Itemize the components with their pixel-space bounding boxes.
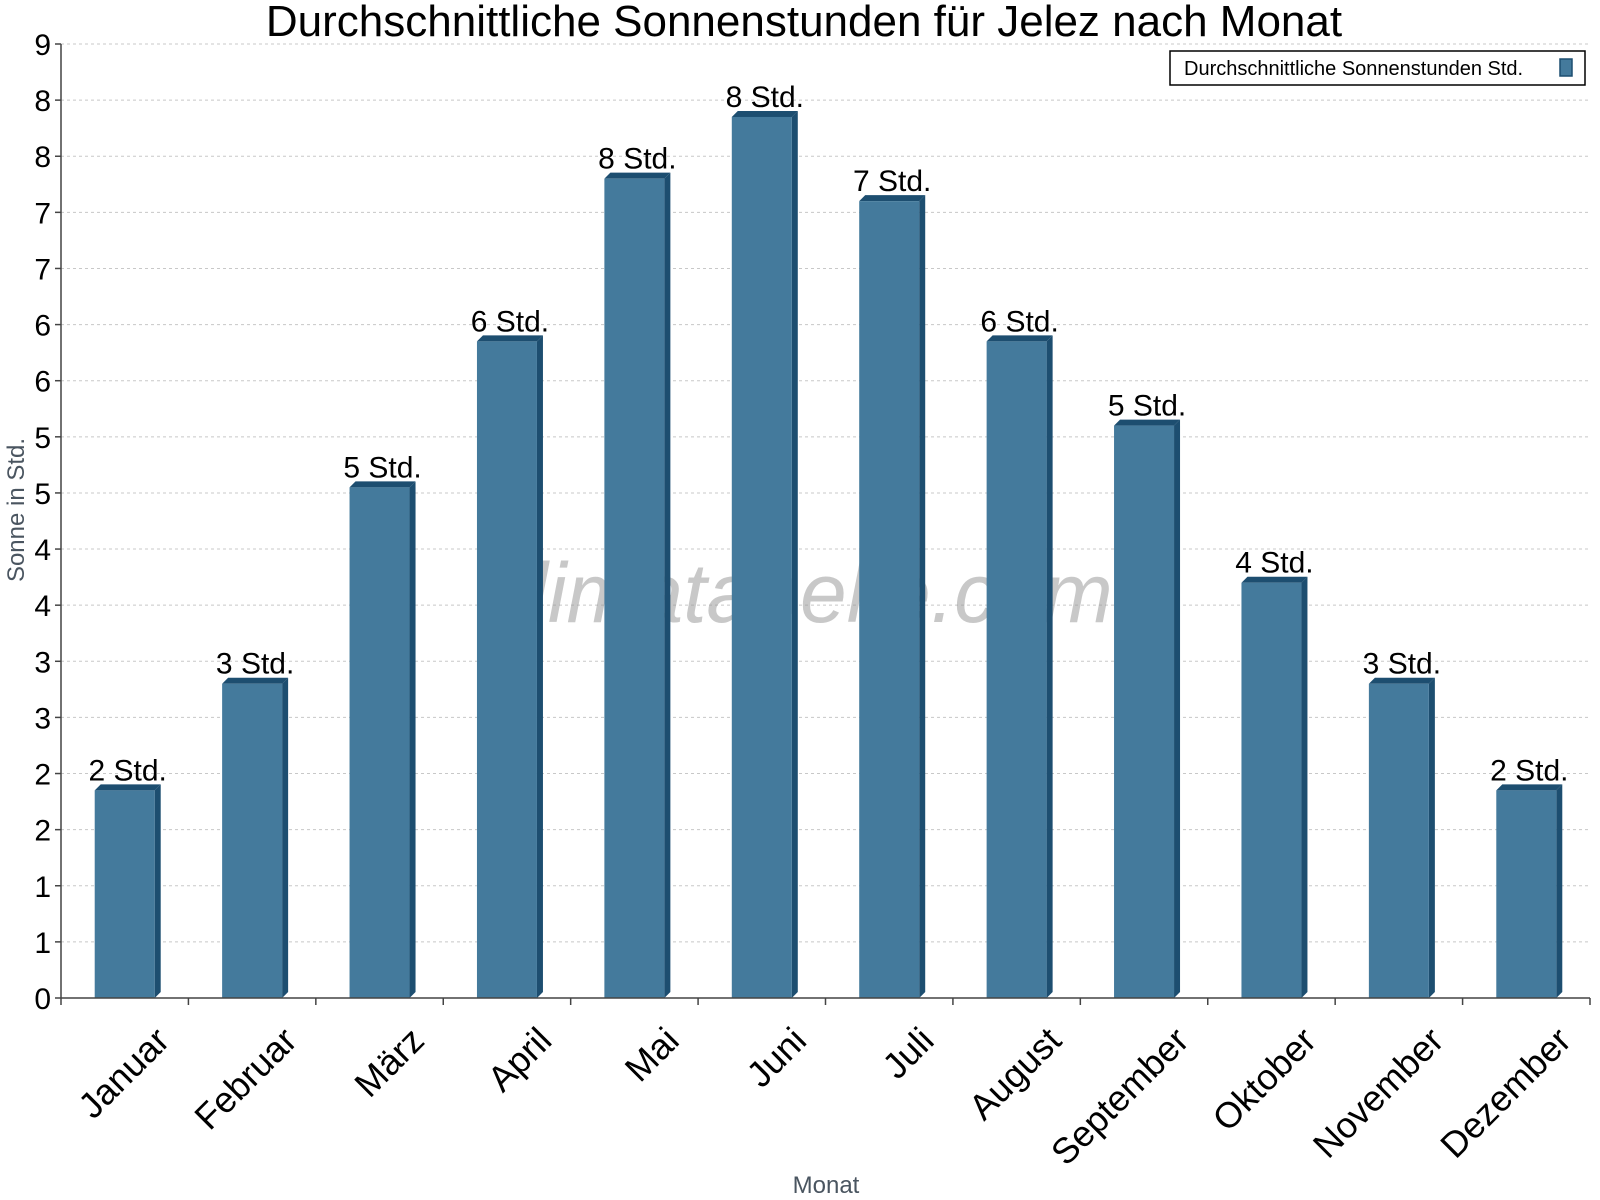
bar-side — [154, 784, 161, 998]
legend: Durchschnittliche Sonnenstunden Std. — [1169, 50, 1586, 86]
bar — [986, 341, 1047, 998]
bar-side — [282, 677, 289, 998]
bar-side — [919, 195, 926, 999]
axes — [55, 43, 1591, 1005]
bar-top — [94, 784, 161, 791]
bar — [476, 341, 537, 998]
data-label: 6 Std. — [980, 305, 1058, 338]
legend-label: Durchschnittliche Sonnenstunden Std. — [1184, 58, 1523, 80]
bar-top — [731, 110, 798, 117]
bar — [1241, 582, 1302, 998]
y-tick-label: 1 — [34, 927, 51, 960]
data-labels: 2 Std. 3 Std. 5 Std. 6 Std. 8 Std. 8 Std. 7 St… — [89, 81, 1569, 787]
data-label: 5 Std. — [1108, 390, 1186, 423]
data-label: 8 Std. — [726, 81, 804, 114]
y-tick-label: 7 — [34, 253, 51, 286]
data-label: 7 Std. — [853, 165, 931, 198]
data-label: 2 Std. — [89, 754, 167, 787]
y-tick-label: 4 — [34, 590, 51, 623]
data-label: 3 Std. — [216, 648, 294, 681]
bar-top — [1114, 419, 1181, 426]
y-tick-label: 8 — [34, 141, 51, 174]
bar-side — [409, 481, 416, 998]
data-label: 3 Std. — [1363, 648, 1441, 681]
y-tick-label: 0 — [34, 983, 51, 1016]
chart-title: Durchschnittliche Sonnenstunden für Jele… — [266, 0, 1342, 46]
x-axis-label: Monat — [793, 1172, 860, 1199]
bar-top — [349, 481, 416, 488]
bar-side — [791, 110, 798, 998]
bar-top — [1368, 677, 1435, 684]
bar — [222, 683, 283, 998]
y-tick-label: 6 — [34, 310, 51, 343]
bar-top — [222, 677, 289, 684]
y-tick-label: 5 — [34, 422, 51, 455]
bar-top — [476, 335, 543, 342]
data-label: 2 Std. — [1490, 754, 1568, 787]
y-tick-label: 3 — [34, 702, 51, 735]
bar-side — [1174, 419, 1181, 999]
bars — [94, 110, 1563, 999]
bar-side — [664, 172, 671, 998]
y-tick-label: 5 — [34, 478, 51, 511]
data-label: 8 Std. — [598, 143, 676, 176]
bar-side — [536, 335, 543, 998]
bar-top — [1496, 784, 1563, 791]
bar-top — [986, 335, 1053, 342]
y-tick-label: 6 — [34, 366, 51, 399]
bar-top — [604, 172, 671, 179]
bar — [604, 178, 665, 998]
bar — [349, 487, 410, 998]
bar — [731, 116, 792, 998]
bar-side — [1046, 335, 1053, 998]
y-tick-label: 4 — [34, 534, 51, 567]
y-tick-labels: 0 1 1 2 2 3 3 4 4 5 5 6 6 7 7 8 8 9 — [34, 29, 51, 1016]
y-tick-label: 2 — [34, 759, 51, 792]
y-tick-label: 8 — [34, 85, 51, 118]
bar-side — [1428, 677, 1435, 998]
data-label: 5 Std. — [343, 451, 421, 484]
legend-swatch — [1559, 58, 1573, 77]
data-label: 6 Std. — [471, 305, 549, 338]
y-tick-label: 7 — [34, 197, 51, 230]
y-axis-label: Sonne in Std. — [3, 438, 30, 582]
y-tick-label: 2 — [34, 815, 51, 848]
bar-side — [1301, 576, 1308, 998]
y-tick-label: 9 — [34, 29, 51, 62]
bar — [1114, 425, 1175, 999]
bar — [94, 790, 155, 998]
y-tick-label: 1 — [34, 871, 51, 904]
bar-side — [1556, 784, 1563, 998]
grid — [61, 43, 1590, 943]
bar — [1368, 683, 1429, 998]
y-tick-label: 3 — [34, 646, 51, 679]
data-label: 4 Std. — [1235, 547, 1313, 580]
bar — [1496, 790, 1557, 998]
bar-top — [1241, 576, 1308, 583]
bar — [859, 201, 920, 999]
bar-top — [859, 195, 926, 202]
legend-box — [1169, 50, 1586, 86]
